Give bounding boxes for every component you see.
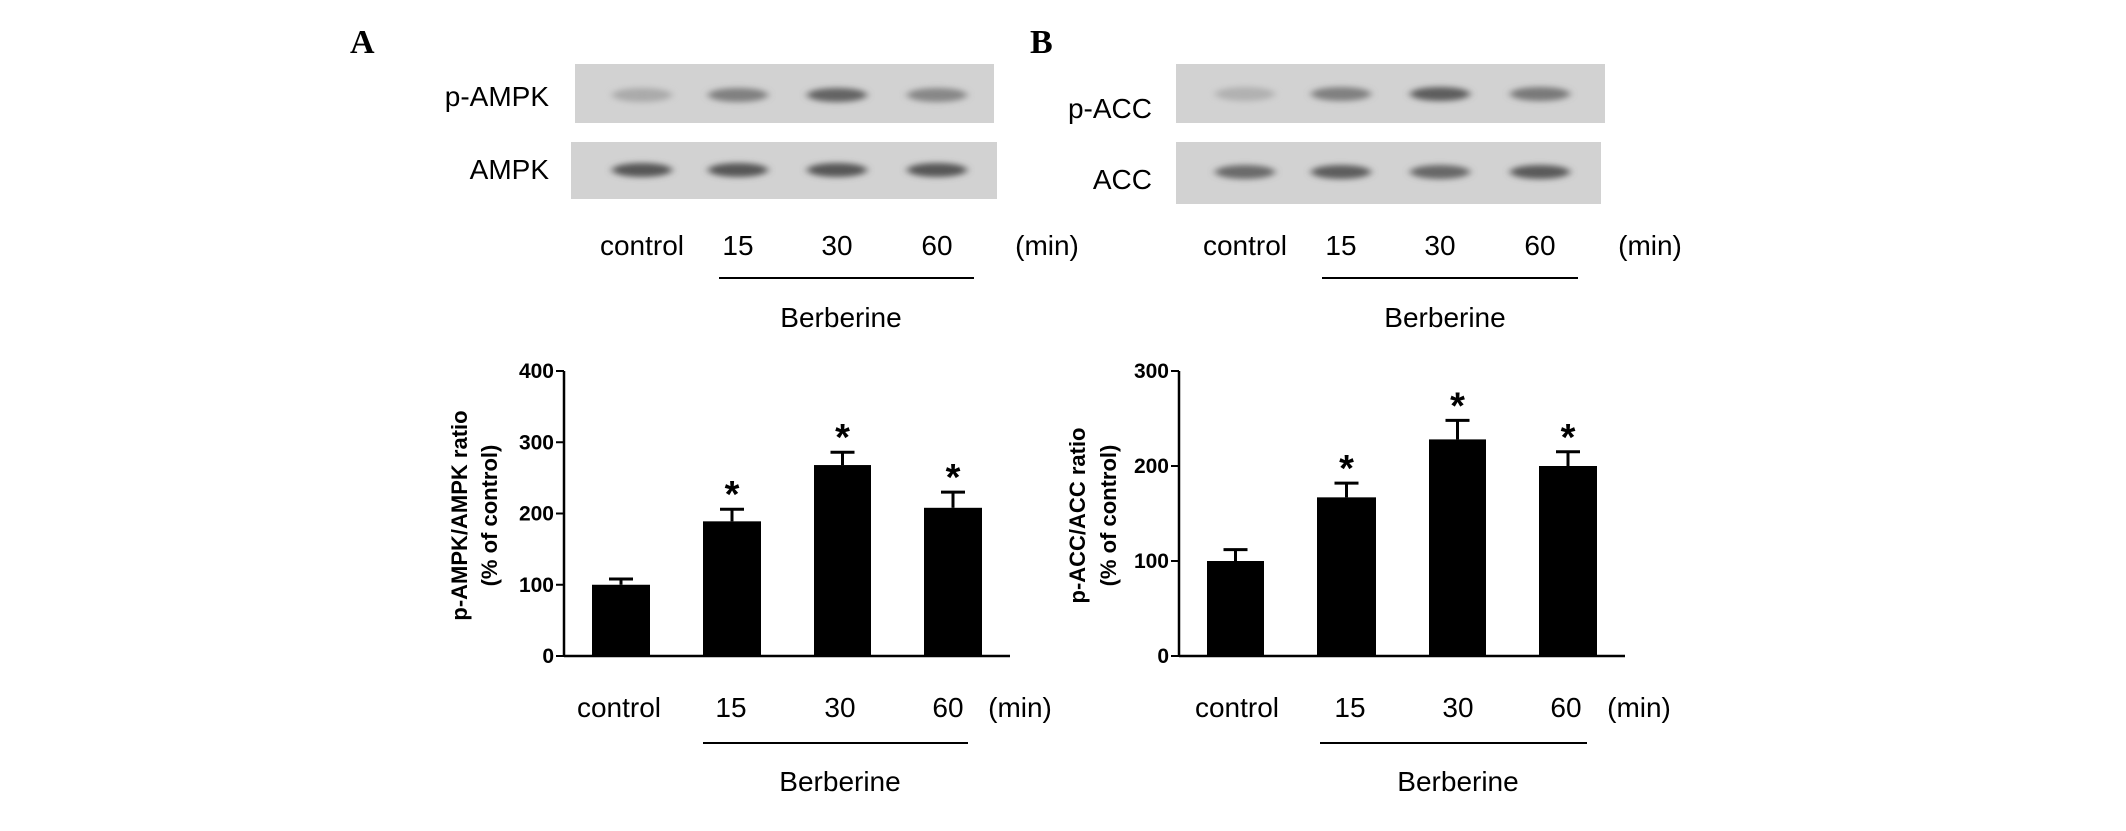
bar: [1539, 466, 1597, 656]
y-tick-label: 100: [519, 574, 554, 597]
blot-band: [907, 163, 967, 177]
x-tick-label: control: [1194, 692, 1280, 723]
blot-band: [1510, 165, 1570, 179]
bar: [1207, 561, 1264, 656]
x-tick-label: 15: [1334, 692, 1366, 723]
y-axis-label: p-ACC/ACC ratio: [1065, 428, 1090, 604]
panel-letter-a: A: [350, 24, 375, 61]
blot-band: [708, 88, 768, 102]
blot-band: [1311, 165, 1371, 179]
blot-band: [807, 88, 867, 102]
y-tick-label: 0: [542, 645, 554, 668]
blot-label-p-ampk: p-AMPK: [444, 81, 549, 112]
y-tick-label: 300: [1134, 360, 1169, 383]
x-unit-label: (min): [988, 692, 1052, 723]
blot-band: [612, 88, 672, 102]
bar: [1317, 497, 1376, 656]
lane-label: 60: [921, 230, 953, 261]
treatment-label: Berberine: [779, 766, 901, 797]
bar: [924, 507, 982, 656]
lane-label: control: [1202, 230, 1288, 261]
significance-marker: *: [1339, 448, 1354, 490]
x-tick-label: 30: [824, 692, 856, 723]
y-tick-label: 400: [519, 360, 554, 383]
blot-band: [1510, 87, 1570, 101]
blot-band: [1215, 165, 1275, 179]
blot-band: [1311, 87, 1371, 101]
x-tick-label: 15: [715, 692, 747, 723]
x-tick-label: 60: [1550, 692, 1582, 723]
lane-label: control: [599, 230, 685, 261]
significance-marker: *: [835, 417, 850, 459]
x-tick-label: 60: [932, 692, 964, 723]
x-tick-label: 30: [1442, 692, 1474, 723]
bar: [703, 521, 761, 656]
blot-band: [1410, 165, 1470, 179]
unit-label: (min): [1618, 230, 1682, 261]
treatment-bracket: [703, 742, 968, 744]
y-tick-label: 200: [1134, 455, 1169, 478]
lane-label: 60: [1524, 230, 1556, 261]
y-tick-label: 300: [519, 431, 554, 454]
unit-label: (min): [1015, 230, 1079, 261]
bar: [814, 465, 871, 656]
treatment-bracket: [719, 277, 974, 279]
blot-band: [1215, 87, 1275, 101]
bar: [592, 584, 650, 656]
lane-label: 30: [821, 230, 853, 261]
y-axis-label: p-AMPK/AMPK ratio: [447, 410, 472, 620]
blot-band: [612, 163, 672, 177]
x-unit-label: (min): [1607, 692, 1671, 723]
panel-letter-b: B: [1030, 24, 1053, 61]
y-tick-label: 0: [1157, 645, 1169, 668]
y-axis-label-unit: (% of control): [1096, 445, 1121, 587]
y-tick-label: 100: [1134, 550, 1169, 573]
significance-marker: *: [1561, 417, 1576, 459]
treatment-bracket: [1320, 742, 1587, 744]
lane-label: 30: [1424, 230, 1456, 261]
y-tick-label: 200: [519, 503, 554, 526]
treatment-label: Berberine: [1384, 302, 1506, 333]
y-axis-label-unit: (% of control): [477, 445, 502, 587]
lane-label: 15: [722, 230, 754, 261]
significance-marker: *: [725, 474, 740, 516]
treatment-label: Berberine: [780, 302, 902, 333]
treatment-label: Berberine: [1397, 766, 1519, 797]
blot-label-p-acc: p-ACC: [1067, 93, 1152, 124]
significance-marker: *: [1450, 385, 1465, 427]
blot-label-ampk: AMPK: [469, 154, 549, 185]
blot-label-acc: ACC: [1092, 164, 1152, 195]
treatment-bracket: [1322, 277, 1578, 279]
x-tick-label: control: [576, 692, 662, 723]
blot-band: [708, 163, 768, 177]
lane-label: 15: [1325, 230, 1357, 261]
significance-marker: *: [946, 457, 961, 499]
bar: [1429, 439, 1486, 656]
blot-band: [1410, 87, 1470, 101]
blot-band: [807, 163, 867, 177]
blot-band: [907, 88, 967, 102]
